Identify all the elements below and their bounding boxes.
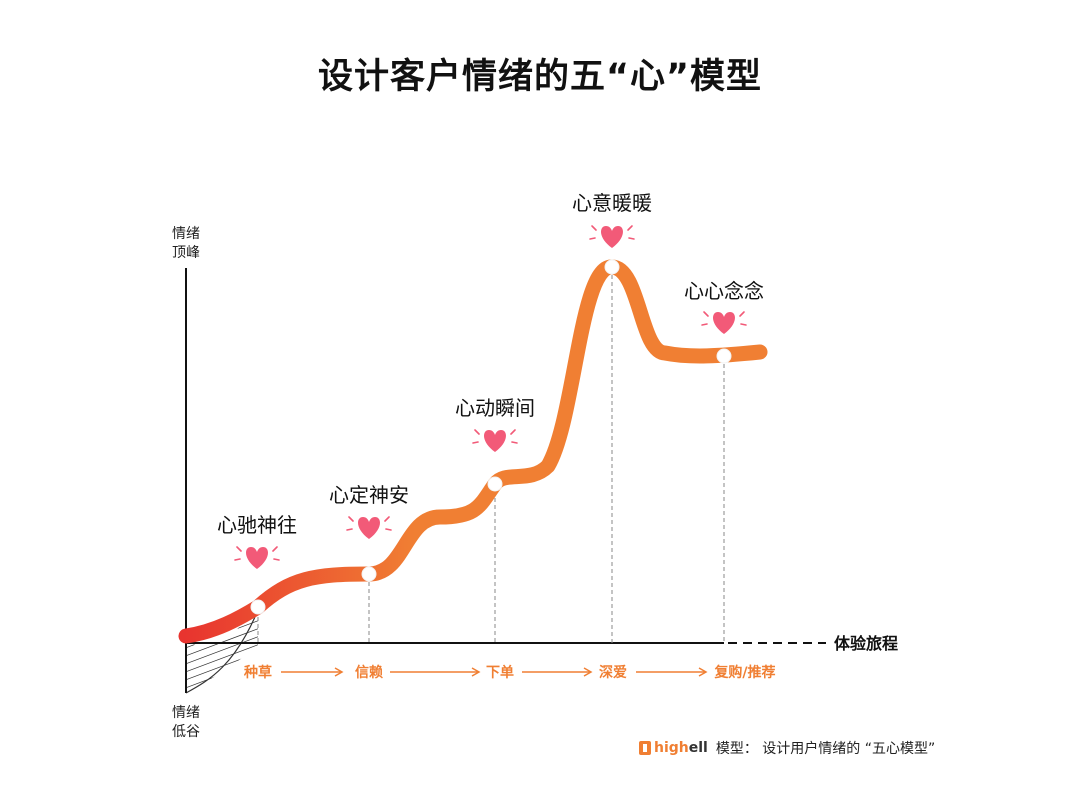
journey-step: 信赖 bbox=[355, 664, 383, 681]
stage-point-5 bbox=[716, 348, 732, 364]
stage-label: 心动瞬间 bbox=[455, 396, 535, 420]
journey-step: 深爱 bbox=[599, 664, 627, 681]
brand-name: high bbox=[654, 740, 689, 756]
stage-label: 心意暖暖 bbox=[572, 191, 652, 215]
heart-icon bbox=[472, 429, 518, 452]
journey-step: 种草 bbox=[243, 664, 272, 681]
stage-point-4 bbox=[604, 259, 620, 275]
arrow-right-icon bbox=[636, 667, 708, 677]
stage-point-3 bbox=[487, 476, 503, 492]
arrow-right-icon bbox=[522, 667, 593, 677]
footer-source: high ell 模型： 设计用户情绪的 “五心模型” bbox=[639, 738, 935, 758]
x-axis-label: 体验旅程 bbox=[834, 634, 898, 653]
brand-logo: high ell bbox=[639, 740, 708, 756]
stage-point-1 bbox=[250, 599, 266, 615]
arrow-right-icon bbox=[281, 667, 344, 677]
page-title: 设计客户情绪的五“心”模型 bbox=[317, 57, 762, 97]
heart-icon bbox=[589, 225, 635, 248]
y-axis-bottom-label-line2: 低谷 bbox=[172, 724, 200, 740]
heart-icon bbox=[346, 516, 392, 539]
stage-point-2 bbox=[361, 566, 377, 582]
y-axis-bottom-label-line1: 情绪 bbox=[172, 705, 200, 721]
heart-icon bbox=[234, 546, 280, 569]
brand-suffix: ell bbox=[688, 740, 708, 756]
stage-label: 心心念念 bbox=[684, 279, 764, 303]
heart-icon bbox=[701, 311, 747, 334]
stage-label: 心定神安 bbox=[329, 483, 409, 507]
brand-logo-icon bbox=[639, 741, 651, 755]
journey-step: 复购/推荐 bbox=[713, 664, 775, 681]
emotion-curve bbox=[178, 259, 768, 644]
valley-outline bbox=[185, 609, 259, 694]
y-axis-top-label-line2: 顶峰 bbox=[172, 245, 200, 261]
arrow-right-icon bbox=[390, 667, 481, 677]
footer-text: 模型： 设计用户情绪的 “五心模型” bbox=[715, 741, 936, 757]
journey-step: 下单 bbox=[486, 664, 514, 681]
y-axis-top-label-line1: 情绪 bbox=[172, 226, 200, 242]
stage-label: 心驰神往 bbox=[217, 513, 297, 537]
